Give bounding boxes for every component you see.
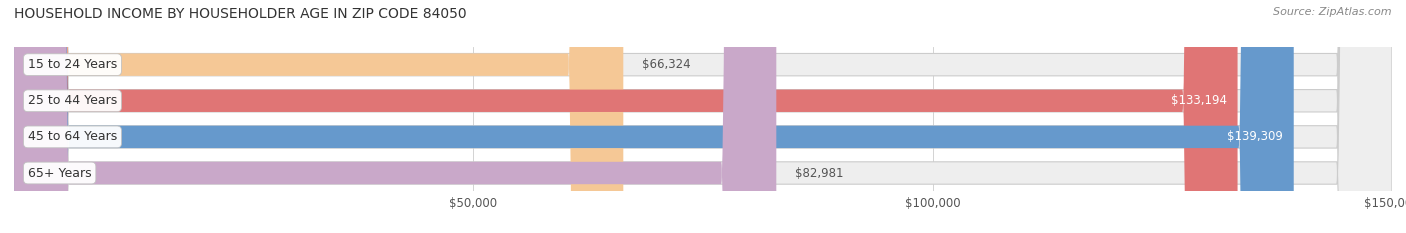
FancyBboxPatch shape: [14, 0, 1237, 233]
Text: HOUSEHOLD INCOME BY HOUSEHOLDER AGE IN ZIP CODE 84050: HOUSEHOLD INCOME BY HOUSEHOLDER AGE IN Z…: [14, 7, 467, 21]
Text: 25 to 44 Years: 25 to 44 Years: [28, 94, 117, 107]
FancyBboxPatch shape: [14, 0, 1392, 233]
Text: 45 to 64 Years: 45 to 64 Years: [28, 130, 117, 143]
Text: $66,324: $66,324: [641, 58, 690, 71]
Text: Source: ZipAtlas.com: Source: ZipAtlas.com: [1274, 7, 1392, 17]
FancyBboxPatch shape: [14, 0, 1392, 233]
Text: $82,981: $82,981: [794, 167, 844, 179]
Text: 65+ Years: 65+ Years: [28, 167, 91, 179]
Text: 15 to 24 Years: 15 to 24 Years: [28, 58, 117, 71]
Text: $133,194: $133,194: [1171, 94, 1226, 107]
FancyBboxPatch shape: [14, 0, 1392, 233]
FancyBboxPatch shape: [14, 0, 776, 233]
FancyBboxPatch shape: [14, 0, 623, 233]
FancyBboxPatch shape: [14, 0, 1392, 233]
Text: $139,309: $139,309: [1227, 130, 1282, 143]
FancyBboxPatch shape: [14, 0, 1294, 233]
